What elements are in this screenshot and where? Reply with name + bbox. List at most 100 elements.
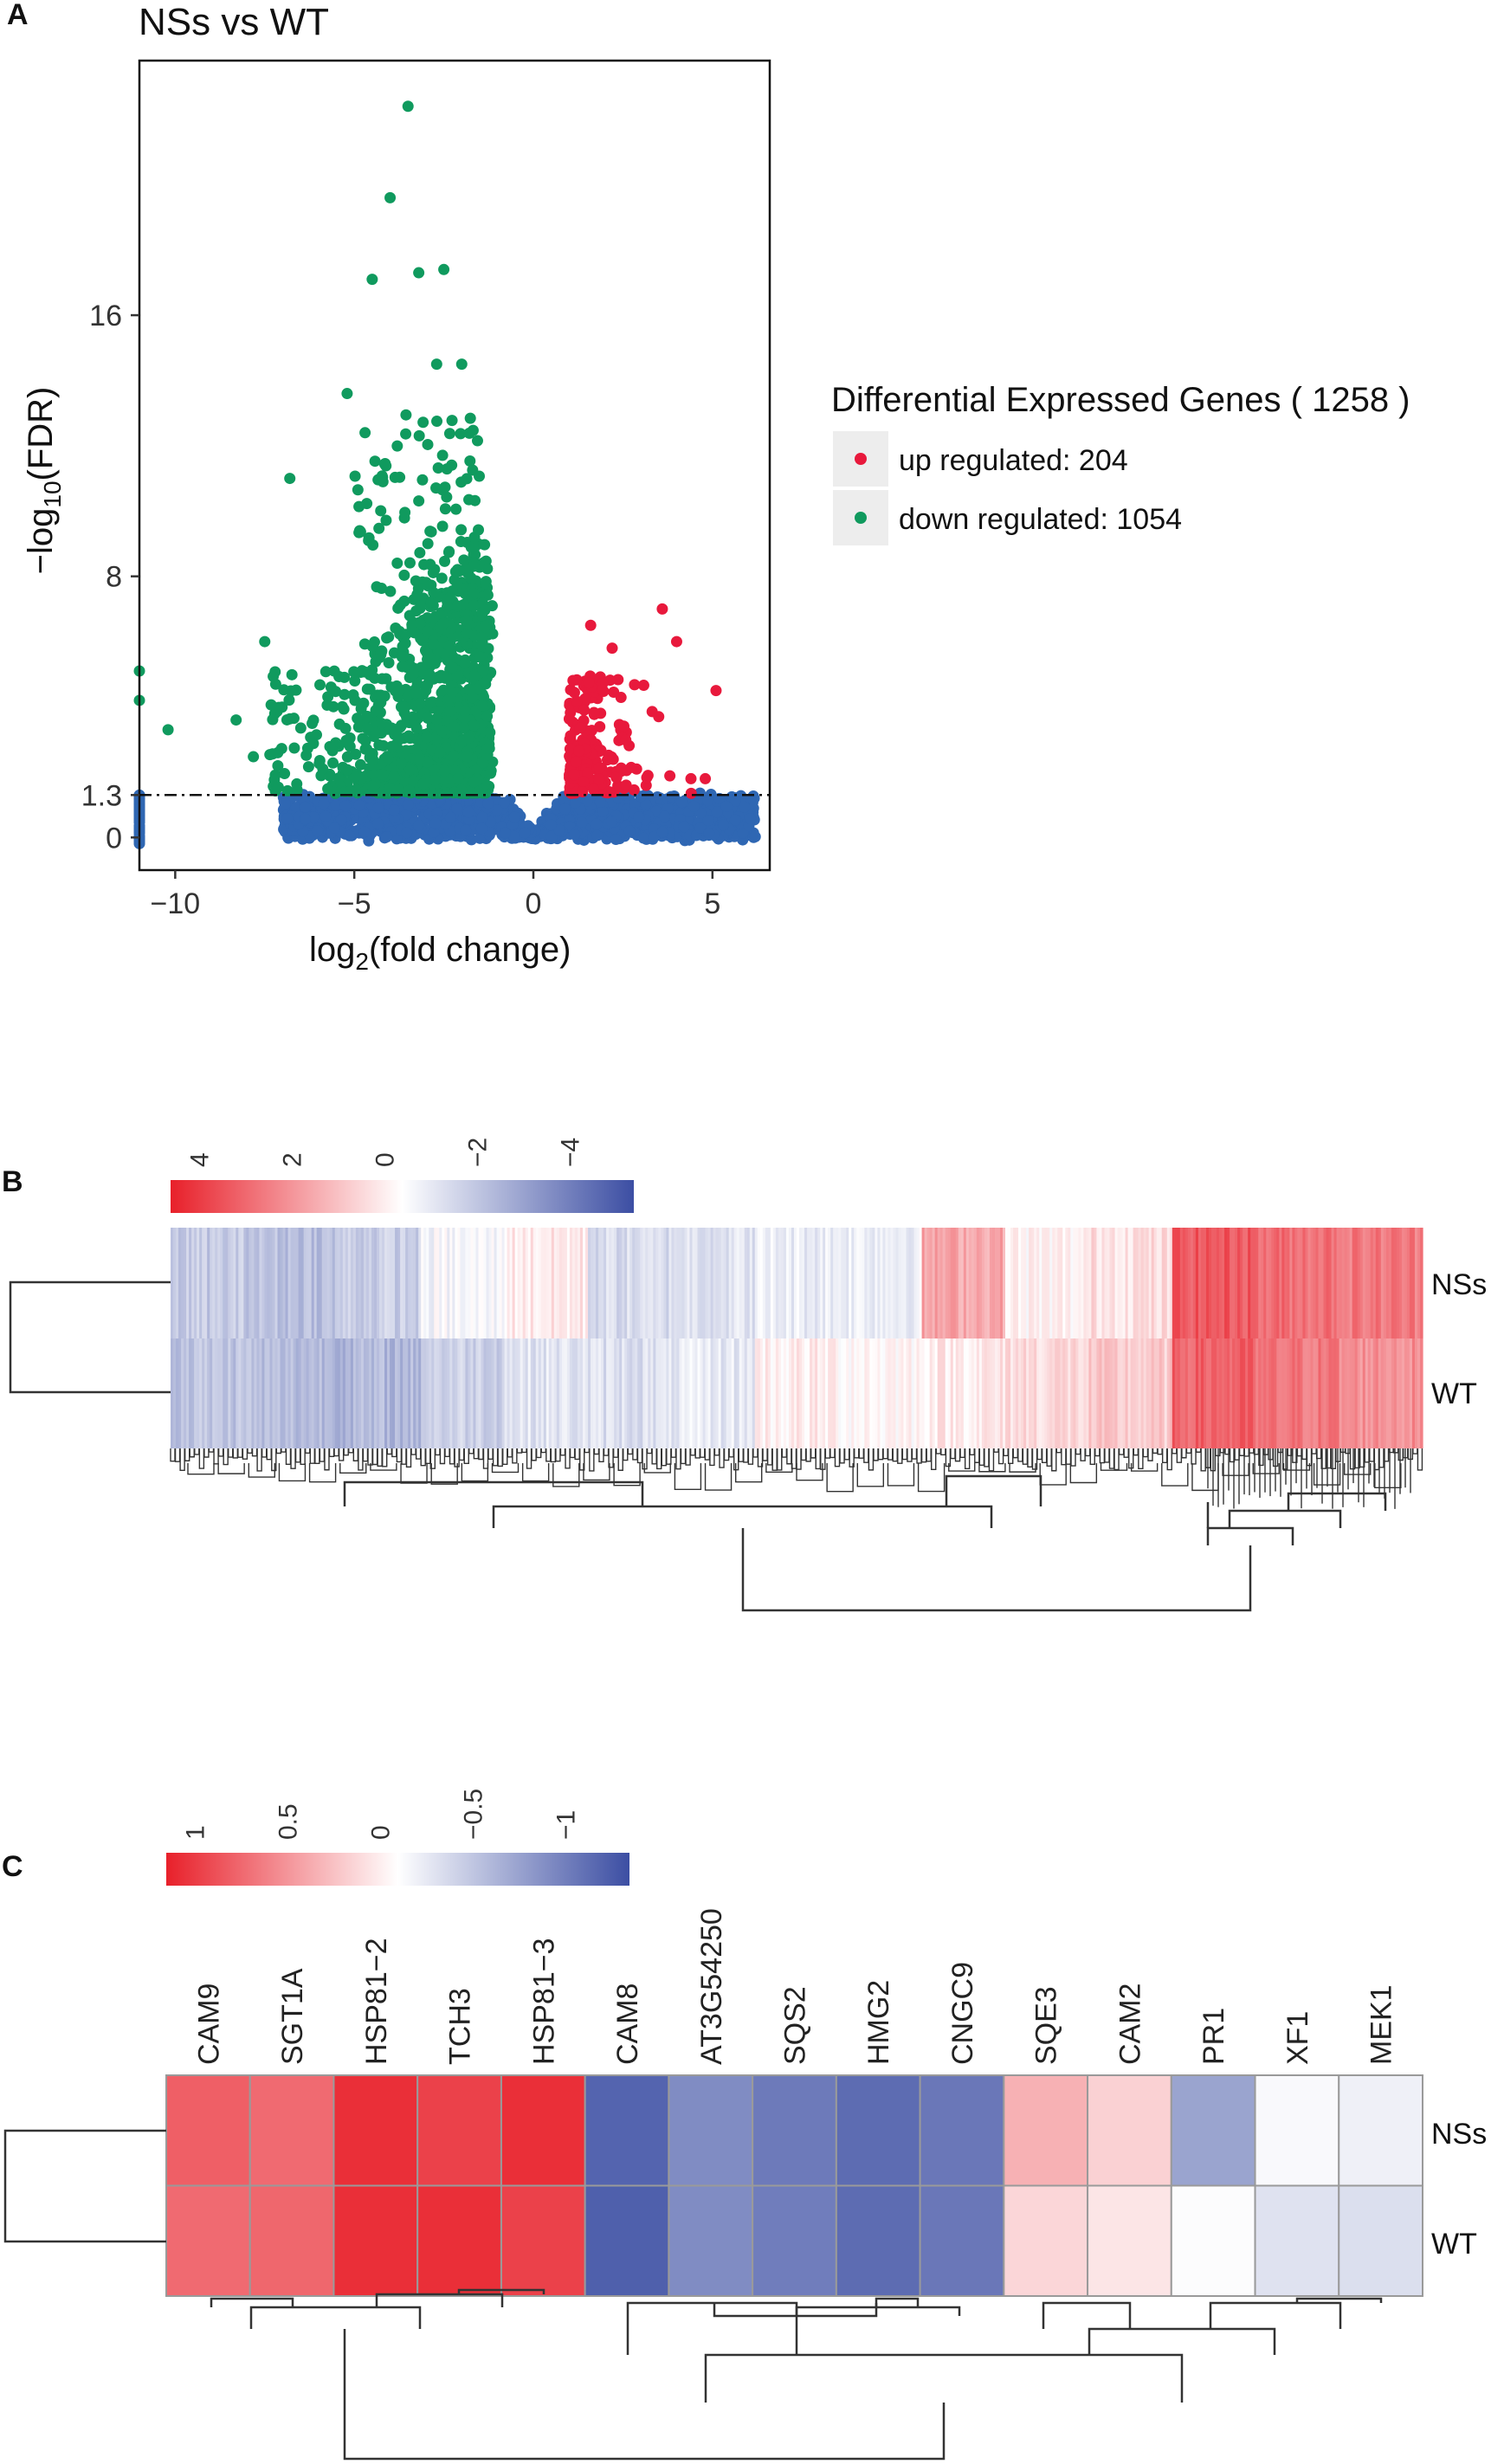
heatmap-b-cell <box>530 1338 534 1448</box>
heatmap-b-cell <box>720 1338 725 1448</box>
heatmap-b-cell <box>481 1228 485 1338</box>
heatmap-b-cell <box>1250 1338 1254 1448</box>
dendro-b-leaf-link <box>217 1448 224 1457</box>
heatmap-b-cell <box>963 1338 967 1448</box>
dendro-b-leaf-link <box>232 1448 238 1459</box>
heatmap-b-cell <box>1179 1228 1184 1338</box>
heatmap-b-cell <box>645 1228 649 1338</box>
heatmap-b-cell <box>1245 1338 1249 1448</box>
heatmap-b-cell <box>932 1228 936 1338</box>
dendro-b-leaf-link <box>608 1448 614 1468</box>
dendro-b-branch-link <box>1222 1463 1249 1476</box>
heatmap-b-cell <box>661 1338 664 1448</box>
heatmap-b-cell <box>1065 1228 1068 1338</box>
heatmap-b-cell <box>640 1338 643 1448</box>
heatmap-b-cell <box>1279 1338 1282 1448</box>
heatmap-b-cell <box>1099 1338 1103 1448</box>
dendro-b-leaf-link <box>1147 1448 1153 1461</box>
heatmap-c-cells <box>165 2074 1424 2297</box>
heatmap-b-cell <box>228 1228 231 1338</box>
heatmap-b-cell <box>486 1228 490 1338</box>
dendro-b-leaf-link <box>1070 1448 1076 1467</box>
dendro-b-branch-link <box>674 1463 702 1491</box>
heatmap-b-cell <box>713 1228 717 1338</box>
heatmap-b-cell <box>593 1228 597 1338</box>
heatmap-b-cell <box>1255 1228 1259 1338</box>
heatmap-b-cell <box>1219 1338 1223 1448</box>
heatmap-b-cell <box>958 1338 962 1448</box>
heatmap-b-cell <box>765 1228 769 1338</box>
heatmap-b-cell <box>535 1338 539 1448</box>
scale-tick-label: 0 <box>367 1825 396 1840</box>
heatmap-b-cell <box>468 1338 472 1448</box>
heatmap-b-cell <box>1138 1338 1142 1448</box>
heatmap-b-cell <box>968 1228 972 1338</box>
heatmap-b-cell <box>713 1338 717 1448</box>
dendro-b-leaf-link <box>1022 1448 1029 1465</box>
down-regulated-point <box>281 784 294 797</box>
heatmap-b-cell <box>937 1228 941 1338</box>
heatmap-b-cell <box>791 1338 795 1448</box>
dendro-b-leaf-link <box>1084 1448 1091 1457</box>
down-regulated-point <box>378 739 390 751</box>
heatmap-b-cell <box>478 1338 482 1448</box>
heatmap-b-cell <box>181 1228 184 1338</box>
heatmap-b-cell <box>707 1338 712 1448</box>
down-regulated-point <box>400 409 412 421</box>
up-regulated-point <box>628 784 640 796</box>
heatmap-b-cell <box>282 1228 287 1338</box>
down-regulated-point <box>468 776 480 788</box>
dendro-b-leaf-link <box>507 1448 513 1458</box>
heatmap-b-cell <box>668 1228 672 1338</box>
heatmap-b-cell <box>488 1338 493 1448</box>
heatmap-b-cell <box>1114 1338 1119 1448</box>
down-regulated-point <box>468 543 480 555</box>
heatmap-c-column-dendrogram <box>210 2288 1383 2461</box>
heatmap-b-cell <box>442 1338 445 1448</box>
heatmap-b-cell <box>797 1228 800 1338</box>
down-regulated-point <box>422 538 434 550</box>
heatmap-b-cell <box>507 1228 511 1338</box>
heatmap-b-cell <box>1203 1228 1207 1338</box>
heatmap-b-cell <box>1195 1338 1199 1448</box>
down-regulated-point <box>361 722 373 734</box>
heatmap-b-cell <box>606 1338 610 1448</box>
dendro-b-leaf-link <box>1041 1448 1048 1463</box>
down-regulated-point <box>442 546 455 558</box>
heatmap-b-cell <box>707 1228 712 1338</box>
up-regulated-point <box>567 674 579 687</box>
down-regulated-point <box>408 668 420 680</box>
down-regulated-point <box>431 416 443 428</box>
dendro-b-leaf-link <box>1113 1448 1120 1471</box>
dendro-b-branch-link <box>248 1463 275 1478</box>
heatmap-b-cell <box>363 1338 367 1448</box>
heatmap-b-cell <box>1112 1338 1116 1448</box>
heatmap-b-cell <box>460 1228 463 1338</box>
dendro-b-leaf-link <box>565 1448 571 1469</box>
heatmap-c-cell <box>1170 2074 1256 2187</box>
down-regulated-point <box>369 455 381 468</box>
heatmap-b-cell <box>1153 1228 1158 1338</box>
heatmap-b-cell <box>1318 1338 1322 1448</box>
heatmap-b-cell <box>1190 1228 1194 1338</box>
heatmap-b-cell <box>1075 1338 1079 1448</box>
heatmap-b-cell <box>376 1228 380 1338</box>
heatmap-b-cell <box>1253 1228 1256 1338</box>
heatmap-b-cell <box>976 1228 980 1338</box>
heatmap-b-cell <box>520 1228 524 1338</box>
heatmap-b-cell <box>494 1338 498 1448</box>
down-regulated-point <box>439 481 451 493</box>
heatmap-b-cell <box>442 1228 445 1338</box>
heatmap-b-cell <box>1166 1338 1171 1448</box>
down-regulated-point <box>328 665 340 677</box>
heatmap-b-cell <box>1174 1228 1178 1338</box>
heatmap-b-cell <box>439 1228 442 1338</box>
heatmap-b-cell <box>736 1228 740 1338</box>
nonsig-point <box>413 820 425 832</box>
heatmap-b-cell <box>1240 1228 1243 1338</box>
panel-c: C 1 0.5 0 −0.5 −1 CAM9 SGT1A HSP81−2 TCH3 HSP81−… <box>2 1789 1487 2461</box>
heatmap-b-cell <box>611 1228 615 1338</box>
dendro-b-leaf-link <box>377 1448 383 1467</box>
down-regulated-point <box>366 274 378 286</box>
down-regulated-point <box>341 751 353 763</box>
